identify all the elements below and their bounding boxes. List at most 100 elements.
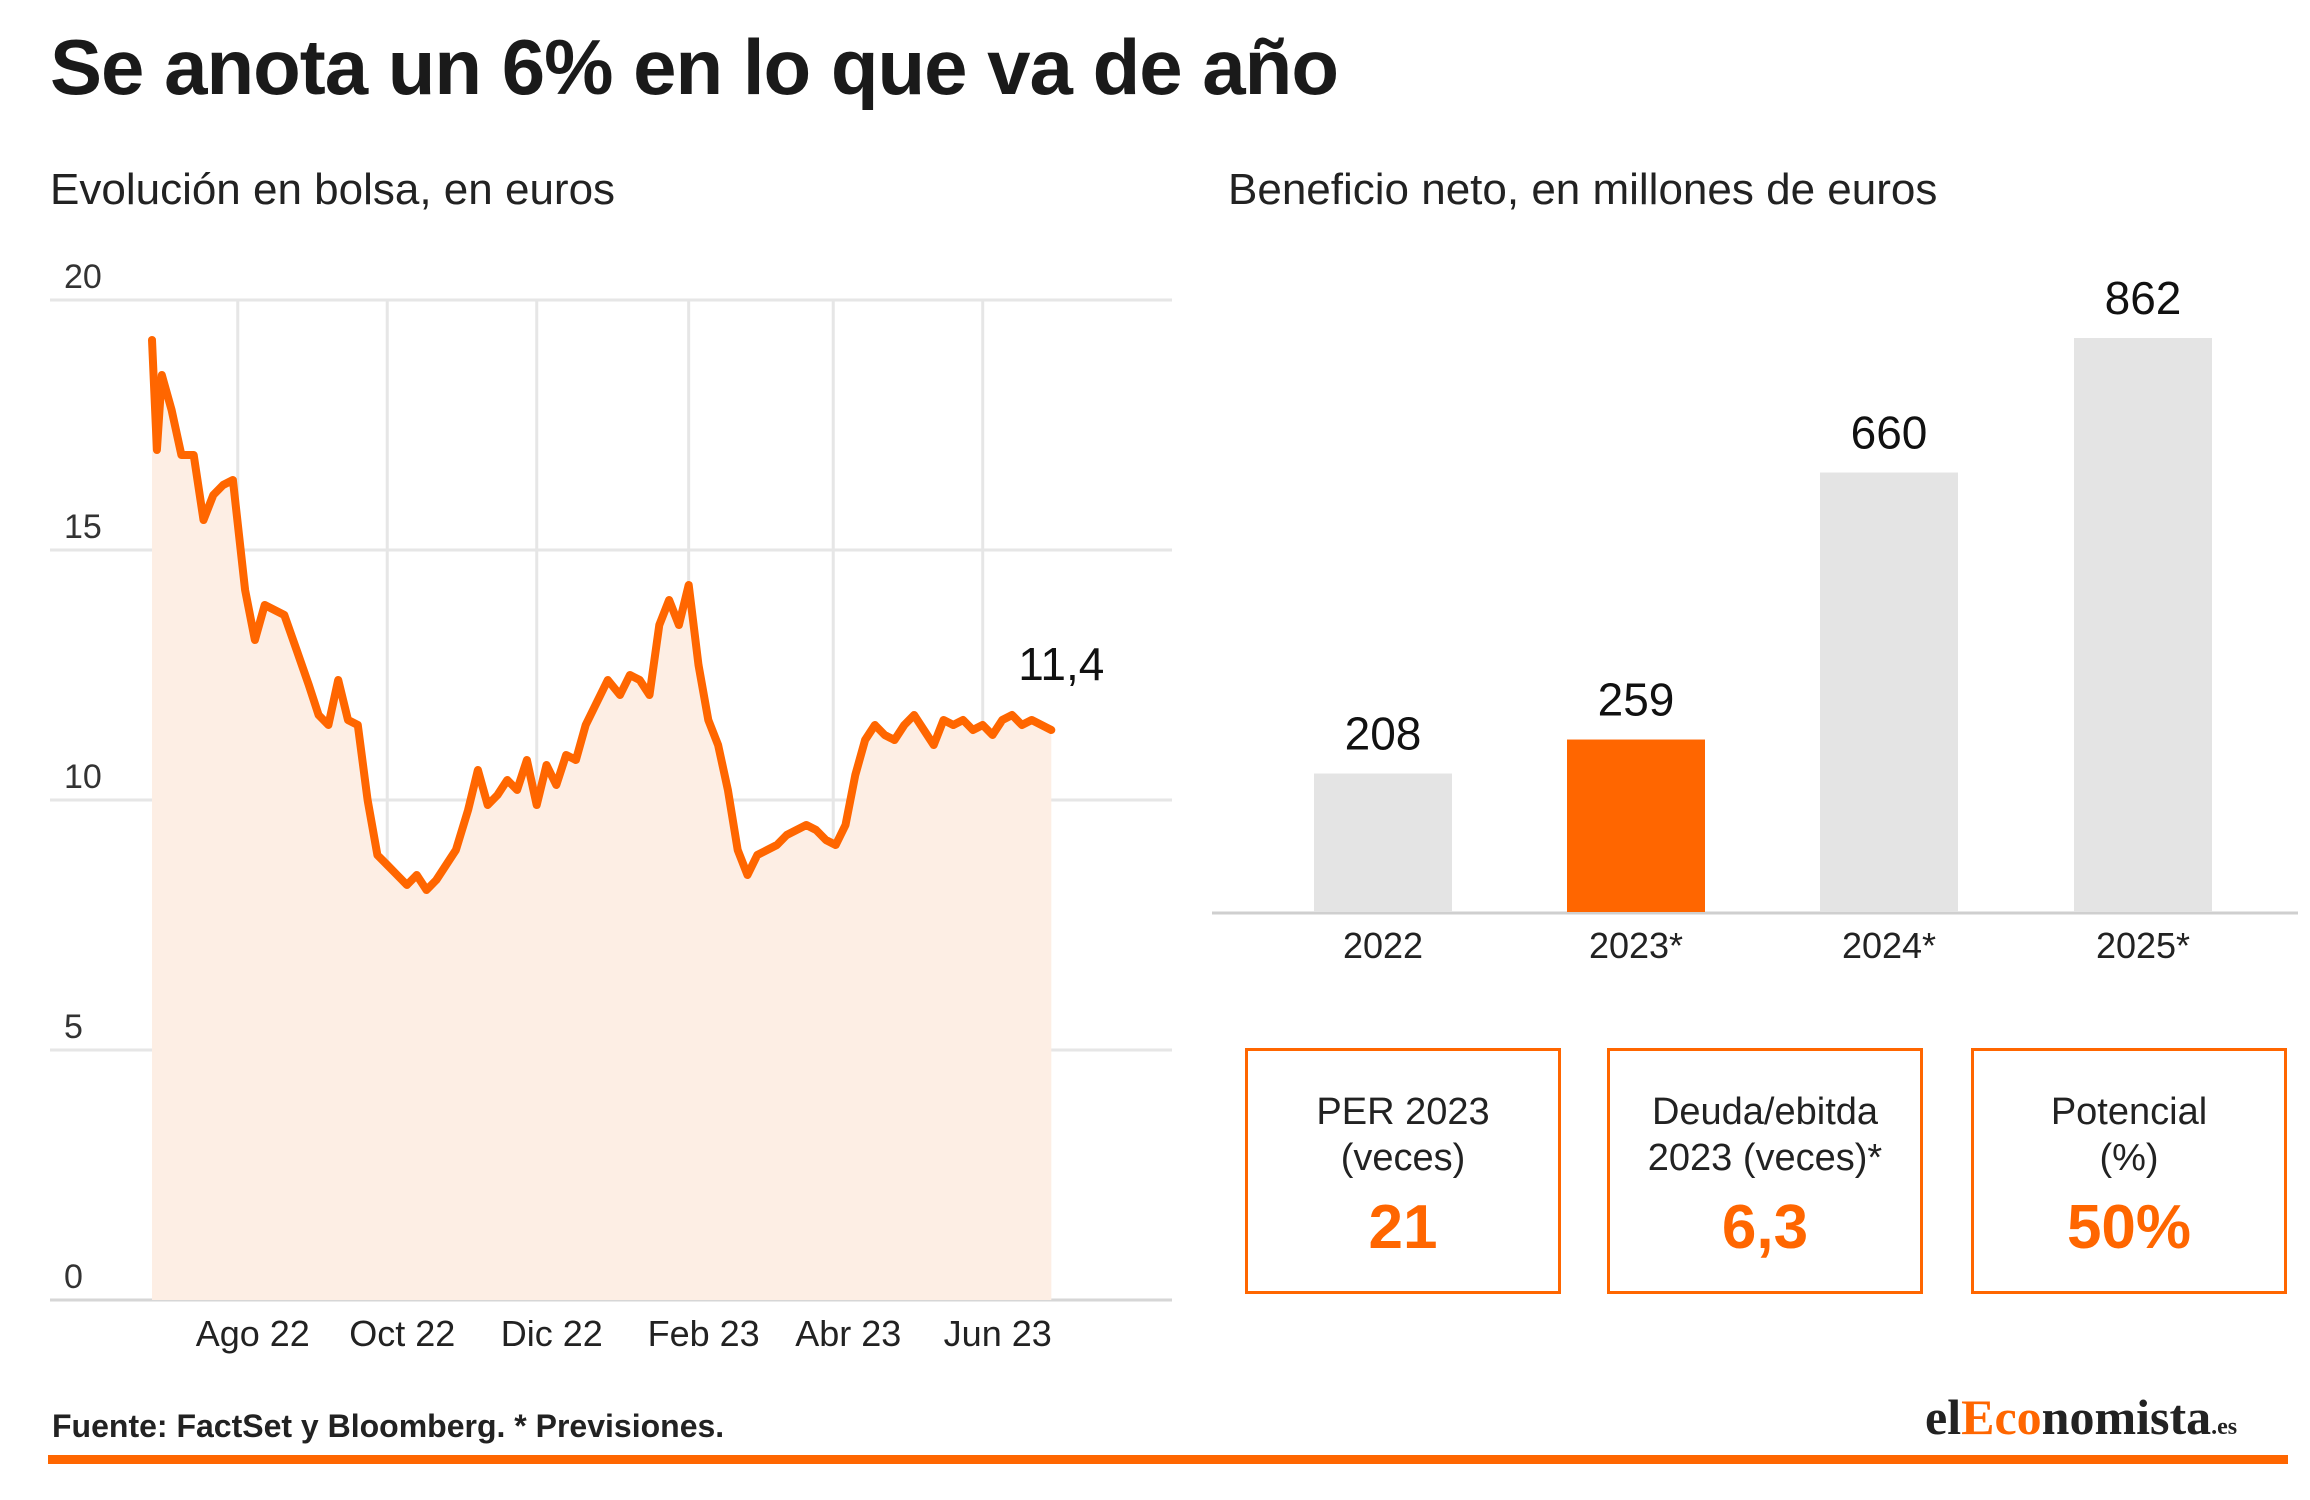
bar-2022 bbox=[1314, 773, 1452, 912]
price-point bbox=[913, 714, 915, 716]
price-point bbox=[546, 764, 547, 766]
price-point bbox=[497, 794, 498, 796]
price-point bbox=[1031, 719, 1033, 721]
price-point bbox=[972, 729, 974, 731]
bar-category-label: 2024* bbox=[1842, 925, 1936, 966]
price-point bbox=[212, 494, 214, 496]
price-point bbox=[595, 704, 596, 706]
logo-tld: .es bbox=[2211, 1414, 2238, 1440]
price-point bbox=[203, 519, 204, 521]
price-point bbox=[318, 714, 320, 716]
bar-2023 bbox=[1567, 739, 1705, 912]
bar-category-label: 2025* bbox=[2096, 925, 2190, 966]
price-point bbox=[815, 829, 817, 831]
price-point bbox=[406, 884, 408, 886]
price-point bbox=[1021, 724, 1023, 726]
price-point bbox=[232, 479, 234, 481]
price-point bbox=[864, 739, 866, 741]
price-point bbox=[180, 454, 182, 456]
price-point bbox=[707, 719, 709, 721]
chart-title: Se anota un 6% en lo que va de año bbox=[50, 23, 1339, 111]
price-point bbox=[367, 799, 369, 801]
price-point bbox=[254, 639, 256, 641]
kpi-potencial-label: Potencial (%) bbox=[2050, 1091, 2208, 1179]
line-chart: 0 5 10 15 20 Ago 22 Oct 22 Dic 22 Feb 23 Abr 23 Ju… bbox=[50, 258, 1172, 1354]
price-point bbox=[516, 789, 518, 791]
price-point bbox=[222, 484, 224, 486]
price-point bbox=[396, 874, 398, 876]
price-point bbox=[416, 874, 418, 876]
kpi-per-value: 21 bbox=[1368, 1193, 1438, 1262]
price-point bbox=[835, 844, 837, 846]
price-point bbox=[376, 854, 378, 856]
price-point bbox=[308, 684, 310, 686]
price-point bbox=[982, 724, 984, 726]
price-point bbox=[1011, 714, 1013, 716]
bar-category-label: 2022 bbox=[1343, 925, 1423, 966]
last-value-label: 11,4 bbox=[1018, 638, 1104, 690]
price-point bbox=[337, 679, 339, 681]
price-point bbox=[161, 374, 163, 376]
price-point bbox=[575, 759, 577, 761]
price-point bbox=[923, 729, 925, 731]
price-point bbox=[445, 864, 447, 866]
bottom-accent-rule bbox=[48, 1455, 2288, 1464]
y-tick-label: 5 bbox=[64, 1008, 83, 1046]
bar-value-label: 259 bbox=[1598, 674, 1675, 726]
price-point bbox=[776, 844, 778, 846]
price-point bbox=[805, 824, 807, 826]
kpi-deuda-value: 6,3 bbox=[1721, 1193, 1809, 1262]
x-tick-label: Feb 23 bbox=[648, 1313, 760, 1354]
price-point bbox=[717, 744, 719, 746]
price-point bbox=[283, 614, 285, 616]
price-area bbox=[152, 340, 1052, 1300]
price-point bbox=[1001, 719, 1003, 721]
bar-2025 bbox=[2074, 338, 2212, 912]
bar-category-label: 2023* bbox=[1589, 925, 1683, 966]
price-point bbox=[796, 829, 797, 831]
price-point bbox=[555, 784, 557, 786]
price-point bbox=[688, 584, 690, 586]
price-point bbox=[854, 774, 856, 776]
bar-2024 bbox=[1820, 472, 1958, 912]
price-point bbox=[933, 744, 935, 746]
price-point bbox=[619, 694, 621, 696]
price-point bbox=[786, 834, 788, 836]
price-point bbox=[607, 679, 609, 681]
price-point bbox=[903, 724, 905, 726]
source-note: Fuente: FactSet y Bloomberg. * Prevision… bbox=[52, 1408, 725, 1444]
price-point bbox=[526, 759, 528, 761]
kpi-per-box: PER 2023 (veces) 21 bbox=[1245, 1048, 1561, 1294]
price-point bbox=[264, 604, 266, 606]
price-point bbox=[658, 624, 660, 626]
price-point bbox=[766, 849, 768, 851]
bar-chart-subtitle: Beneficio neto, en millones de euros bbox=[1228, 165, 1938, 214]
bar-value-label: 660 bbox=[1851, 407, 1928, 459]
publisher-logo[interactable]: elEconomista.es bbox=[1925, 1388, 2237, 1446]
price-point bbox=[639, 679, 641, 681]
price-point bbox=[727, 789, 729, 791]
x-tick-label: Dic 22 bbox=[501, 1313, 603, 1354]
logo-brand: Eco bbox=[1961, 1389, 2042, 1445]
price-point bbox=[151, 339, 153, 341]
price-point bbox=[435, 879, 437, 881]
price-point bbox=[884, 734, 886, 736]
price-point bbox=[962, 719, 964, 721]
x-tick-label: Oct 22 bbox=[349, 1313, 455, 1354]
price-point bbox=[455, 849, 457, 851]
price-point bbox=[274, 609, 275, 611]
price-point bbox=[1050, 729, 1052, 731]
bar-value-label: 862 bbox=[2105, 272, 2182, 324]
y-tick-label: 15 bbox=[64, 508, 102, 546]
price-point bbox=[171, 409, 173, 411]
price-point bbox=[737, 849, 739, 851]
bar-value-label: 208 bbox=[1345, 707, 1422, 759]
price-point bbox=[487, 804, 489, 806]
line-chart-subtitle: Evolución en bolsa, en euros bbox=[50, 165, 616, 214]
price-point bbox=[156, 449, 158, 451]
x-tick-label: Abr 23 bbox=[795, 1313, 901, 1354]
price-point bbox=[536, 804, 538, 806]
price-point bbox=[747, 874, 748, 876]
price-point bbox=[565, 754, 567, 756]
kpi-potencial-value: 50% bbox=[2066, 1193, 2192, 1262]
